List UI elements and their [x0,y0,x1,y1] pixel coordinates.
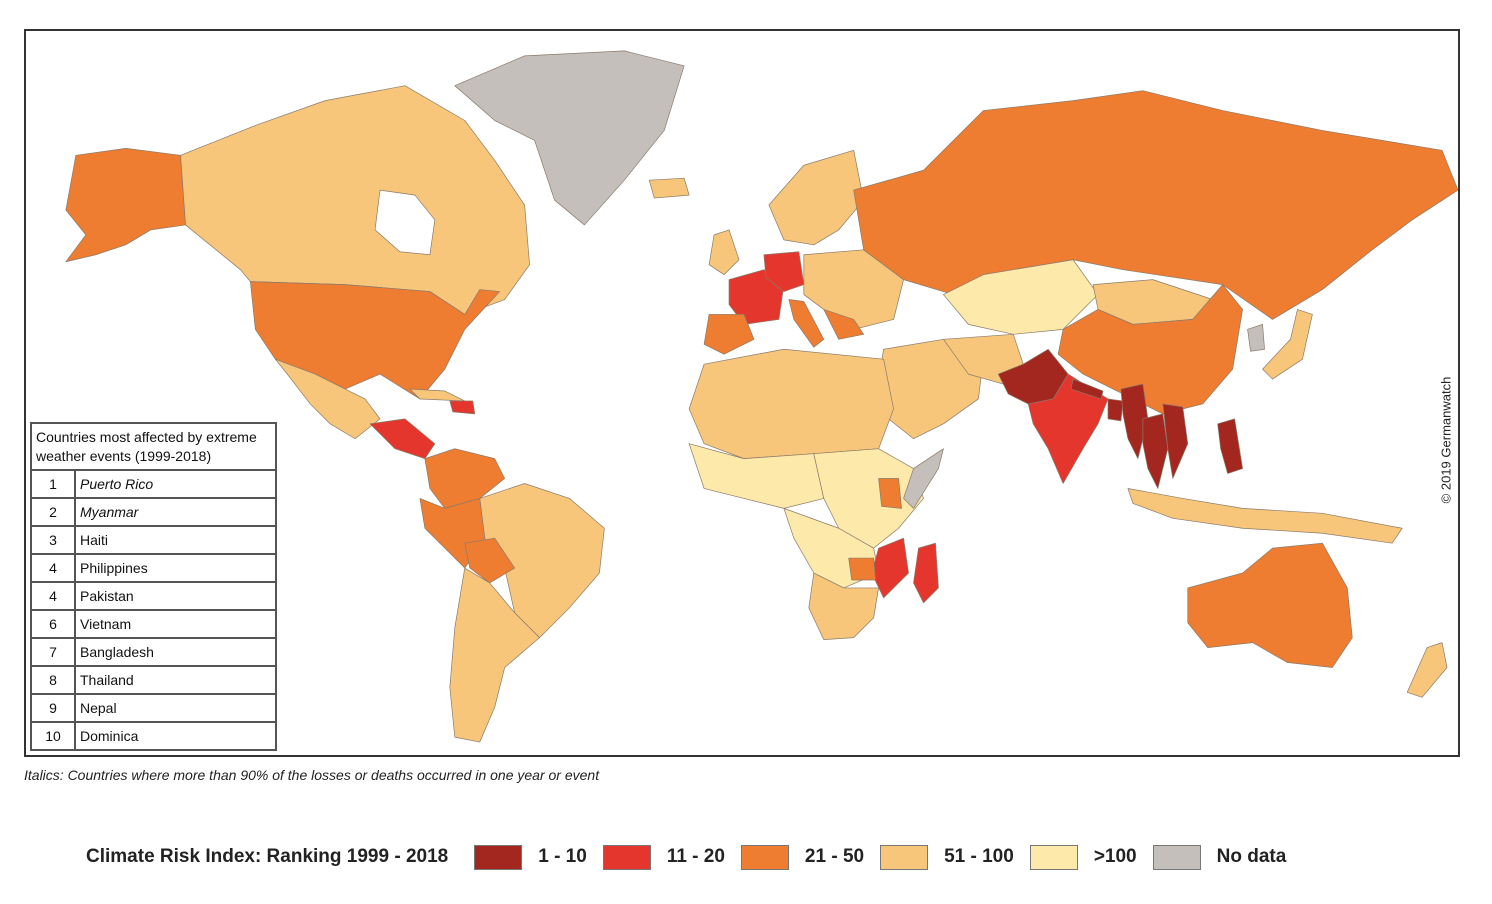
legend-swatch [602,844,651,870]
country-cell: Myanmar [74,497,277,527]
table-row: 9 Nepal [30,693,277,723]
region-france [728,269,785,325]
region-west-africa [688,443,825,509]
region-cuba [409,388,466,402]
region-somalia [903,448,944,509]
region-indonesia [1127,488,1403,544]
region-balkans [823,309,865,340]
region-new-zealand [1406,642,1448,698]
region-germany [763,251,805,292]
country-cell: Haiti [74,525,277,555]
legend-item: 51 - 100 [880,844,1014,870]
country-cell: Philippines [74,553,277,583]
table-row: 6 Vietnam [30,609,277,639]
country-cell: Vietnam [74,609,277,639]
legend: Climate Risk Index: Ranking 1999 - 2018 … [86,843,1302,871]
legend-swatch [474,844,523,870]
map-canvas [65,50,1458,743]
rank-cell: 1 [30,469,76,499]
region-haiti [449,400,476,415]
legend-swatch [880,844,929,870]
rank-cell: 6 [30,609,76,639]
region-korea [1247,324,1265,352]
region-bolivia [464,537,515,584]
region-philippines [1217,418,1243,474]
region-canada [180,85,530,315]
region-bangladesh [1107,398,1124,422]
rank-cell: 10 [30,721,76,751]
legend-swatch [1152,844,1201,870]
region-alaska [65,148,186,263]
hudson-bay [374,189,436,256]
region-kenya [878,478,902,509]
legend-label: No data [1216,846,1287,867]
region-nepal [1070,378,1104,400]
legend-label: 11 - 20 [666,846,725,867]
country-cell: Dominica [74,721,277,751]
legend-items: 1 - 10 11 - 20 21 - 50 51 - 100 >100 No data [474,844,1302,870]
rank-cell: 4 [30,553,76,583]
region-india [1027,373,1109,484]
region-iceland [648,177,690,199]
legend-label: >100 [1093,846,1137,867]
region-madagascar [913,542,939,604]
legend-item: 11 - 20 [602,844,725,870]
country-cell: Bangladesh [74,637,277,667]
table-caption-row: Countries most affected by extreme weath… [30,422,277,471]
region-thailand [1142,413,1169,489]
region-scandinavia [768,149,865,246]
rank-cell: 9 [30,693,76,723]
legend-item: No data [1152,844,1287,870]
region-japan [1262,309,1313,380]
region-mexico [274,358,381,440]
legend-item: 1 - 10 [474,844,587,870]
region-australia [1187,542,1353,668]
region-southern-africa [808,572,879,640]
legend-swatch [740,844,789,870]
country-cell: Nepal [74,693,277,723]
legend-label: 1 - 10 [538,846,587,867]
rank-cell: 7 [30,637,76,667]
region-colombia-venezuela [424,448,506,509]
region-myanmar [1120,383,1149,459]
region-iberia [703,314,755,355]
table-row: 7 Bangladesh [30,637,277,667]
region-china [1057,284,1243,415]
legend-title: Climate Risk Index: Ranking 1999 - 2018 [86,846,449,867]
table-caption: Countries most affected by extreme weath… [30,422,277,471]
region-vietnam [1162,403,1189,479]
table-row: 3 Haiti [30,525,277,555]
region-zimbabwe [848,557,876,581]
country-cell: Thailand [74,665,277,695]
copyright-notice: © 2019 Germanwatch [1438,376,1454,504]
region-argentina-chile [449,567,540,743]
country-cell: Puerto Rico [74,469,277,499]
legend-label: 51 - 100 [944,846,1014,867]
legend-item: 21 - 50 [740,844,865,870]
table-row: 1 Puerto Rico [30,469,277,499]
rank-cell: 4 [30,581,76,611]
region-kazakhstan [943,259,1099,335]
table-row: 4 Philippines [30,553,277,583]
region-central-america [369,418,436,459]
region-north-africa [688,348,894,459]
legend-item: >100 [1029,844,1137,870]
ranking-table: Countries most affected by extreme weath… [30,422,277,751]
table-row: 4 Pakistan [30,581,277,611]
legend-swatch [1029,844,1078,870]
map-footnote: Italics: Countries where more than 90% o… [24,767,600,783]
region-greenland [454,50,685,226]
table-row: 10 Dominica [30,721,277,751]
region-italy [788,299,825,348]
legend-label: 21 - 50 [804,846,865,867]
region-east-africa [813,448,924,549]
table-row: 8 Thailand [30,665,277,695]
rank-cell: 3 [30,525,76,555]
table-row: 2 Myanmar [30,497,277,527]
rank-cell: 8 [30,665,76,695]
country-cell: Pakistan [74,581,277,611]
rank-cell: 2 [30,497,76,527]
region-uk [708,229,740,276]
